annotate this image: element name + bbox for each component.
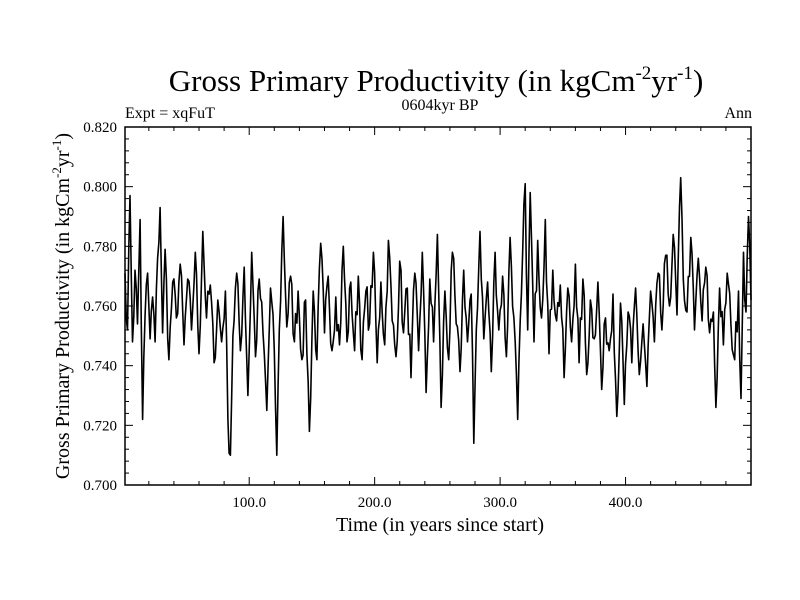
chart-title: Gross Primary Productivity (in kgCm-2yr-… (169, 63, 704, 98)
period-label: 0604kyr BP (402, 97, 479, 114)
y-axis-label: Gross Primary Productivity (in kgCm-2yr-… (49, 133, 74, 479)
y-tick-label: 0.740 (83, 359, 117, 375)
y-tick-label: 0.780 (83, 239, 117, 255)
experiment-label: Expt = xqFuT (125, 105, 215, 122)
gpp-series-line (124, 176, 752, 456)
x-tick-label: 100.0 (232, 495, 266, 511)
x-axis-label: Time (in years since start) (336, 514, 544, 536)
x-tick-label: 300.0 (483, 495, 517, 511)
x-tick-label: 200.0 (358, 495, 392, 511)
plot-frame (124, 126, 752, 486)
season-label: Ann (724, 105, 752, 122)
x-tick-label: 400.0 (609, 495, 643, 511)
y-tick-label: 0.820 (83, 120, 117, 136)
y-tick-label: 0.700 (83, 478, 117, 494)
y-tick-label: 0.720 (83, 418, 117, 434)
y-tick-label: 0.760 (83, 299, 117, 315)
y-axis-ticks: 0.700 0.720 0.740 0.760 0.780 0.800 0.820 (83, 120, 751, 494)
y-tick-label: 0.800 (83, 180, 117, 196)
